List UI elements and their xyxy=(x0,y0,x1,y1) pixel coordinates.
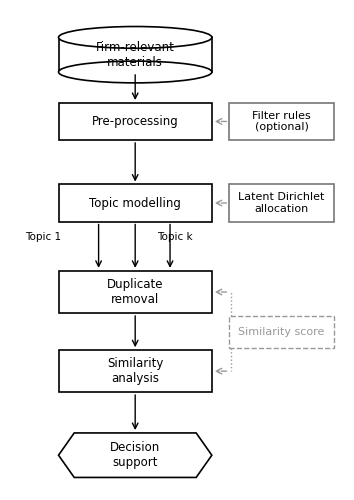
FancyBboxPatch shape xyxy=(58,184,212,222)
FancyBboxPatch shape xyxy=(229,184,334,222)
Ellipse shape xyxy=(58,26,212,48)
Text: Firm-relevant
materials: Firm-relevant materials xyxy=(96,40,175,68)
Text: Topic 1: Topic 1 xyxy=(25,232,61,241)
Text: Similarity score: Similarity score xyxy=(238,326,325,336)
Text: Pre-processing: Pre-processing xyxy=(92,115,178,128)
Ellipse shape xyxy=(58,61,212,83)
Text: Duplicate
removal: Duplicate removal xyxy=(107,278,164,306)
Text: Topic modelling: Topic modelling xyxy=(89,196,181,209)
FancyBboxPatch shape xyxy=(229,316,334,348)
Text: Similarity
analysis: Similarity analysis xyxy=(107,357,164,385)
Polygon shape xyxy=(58,433,212,478)
FancyBboxPatch shape xyxy=(58,350,212,392)
Text: Topic k: Topic k xyxy=(158,232,193,241)
FancyBboxPatch shape xyxy=(58,103,212,140)
FancyBboxPatch shape xyxy=(58,271,212,313)
Bar xyxy=(58,38,212,72)
Text: Latent Dirichlet
allocation: Latent Dirichlet allocation xyxy=(238,192,325,214)
Text: Filter rules
(optional): Filter rules (optional) xyxy=(252,110,311,132)
FancyBboxPatch shape xyxy=(229,103,334,140)
Text: Decision
support: Decision support xyxy=(110,441,160,469)
